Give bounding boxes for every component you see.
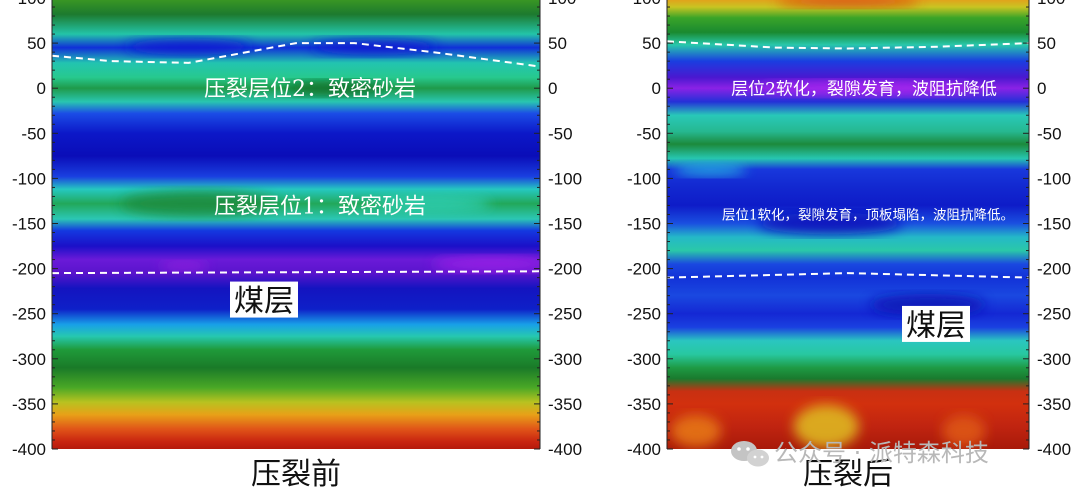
wechat-icon bbox=[731, 441, 769, 467]
left-tick-label: -100 bbox=[12, 169, 46, 188]
panel-title: 压裂后 bbox=[803, 457, 893, 492]
left-tick-label: 100 bbox=[18, 0, 46, 8]
dashed-upper-boundary bbox=[52, 42, 540, 68]
left-tick-label: 0 bbox=[37, 79, 46, 98]
right-tick-label: 0 bbox=[1037, 79, 1046, 98]
right-tick-label: -200 bbox=[548, 260, 582, 279]
left-tick-label: -50 bbox=[636, 124, 661, 143]
left-tick-label: -250 bbox=[12, 305, 46, 324]
dashed-upper-boundary bbox=[667, 40, 1029, 50]
heatmap-background bbox=[52, 0, 540, 449]
right-tick-label: 0 bbox=[548, 79, 557, 98]
left-tick-label: -150 bbox=[12, 215, 46, 234]
dashed-lower-boundary bbox=[667, 272, 1029, 279]
coal-purple-right bbox=[432, 256, 540, 272]
right-tick-label: 50 bbox=[1037, 34, 1056, 53]
layer-annotation: 压裂层位1：致密砂岩 bbox=[214, 194, 426, 219]
left-tick-label: -100 bbox=[627, 169, 661, 188]
left-tick-label: -350 bbox=[12, 395, 46, 414]
right-tick-label: -250 bbox=[1037, 305, 1071, 324]
left-tick-label: -300 bbox=[627, 350, 661, 369]
left-tick-label: -200 bbox=[12, 260, 46, 279]
layer-annotation: 层位1软化，裂隙发育，顶板塌陷，波阻抗降低。 bbox=[722, 207, 1014, 223]
layer2-purple bbox=[757, 80, 975, 96]
right-tick-label: -350 bbox=[1037, 395, 1071, 414]
left-tick-label: -250 bbox=[627, 305, 661, 324]
watermark-text: 公众号 · 派特森科技 bbox=[774, 439, 989, 467]
layer1-blue-lens bbox=[757, 212, 903, 235]
right-tick-label: -300 bbox=[548, 350, 582, 369]
top-orange-lens bbox=[775, 0, 921, 8]
right-tick-label: -150 bbox=[548, 215, 582, 234]
right-tick-label: -400 bbox=[1037, 440, 1071, 459]
left-tick-label: -400 bbox=[12, 440, 46, 459]
panel-before-fracturing: 100 100 50 50 0 0 -50 -50 -100 -100 -150 -150 -200 -2… bbox=[12, 0, 582, 492]
layer-annotation: 压裂层位2：致密砂岩 bbox=[204, 77, 416, 102]
right-tick-label: -300 bbox=[1037, 350, 1071, 369]
right-tick-label: 50 bbox=[548, 34, 567, 53]
left-tick-label: -400 bbox=[627, 440, 661, 459]
right-tick-label: 100 bbox=[548, 0, 576, 8]
layer1-cyan-right bbox=[374, 194, 492, 213]
right-tick-label: 100 bbox=[1037, 0, 1065, 8]
upper-blue-lens-2 bbox=[310, 38, 438, 55]
upper-blue-lens-1 bbox=[125, 38, 253, 55]
right-tick-label: -50 bbox=[548, 124, 573, 143]
left-tick-label: 50 bbox=[642, 34, 661, 53]
coal-purple-left bbox=[159, 261, 209, 271]
left-tick-label: -50 bbox=[21, 124, 46, 143]
right-tick-label: -250 bbox=[548, 305, 582, 324]
heatmap-plot-area bbox=[667, 0, 1029, 449]
panel-title: 压裂前 bbox=[251, 457, 341, 492]
layer-annotation: 层位2软化，裂隙发育，波阻抗降低 bbox=[731, 79, 997, 99]
bottom-yellow-dome bbox=[793, 404, 859, 449]
watermark: 公众号 · 派特森科技 bbox=[731, 439, 989, 467]
right-tick-label: -100 bbox=[548, 169, 582, 188]
layer2-dark-core bbox=[286, 80, 384, 96]
left-tick-label: -200 bbox=[627, 260, 661, 279]
coal-seam-label: 煤层 bbox=[906, 308, 966, 343]
right-tick-label: -150 bbox=[1037, 215, 1071, 234]
dashed-lower-boundary bbox=[52, 270, 540, 275]
left-tick-label: -150 bbox=[627, 215, 661, 234]
panel-axes: 100 100 50 50 0 0 -50 -50 -100 -100 -150 -150 -200 -2… bbox=[12, 0, 582, 459]
right-tick-label: -200 bbox=[1037, 260, 1071, 279]
bottom-orange-left bbox=[670, 414, 722, 448]
bottom-orange-right bbox=[942, 414, 986, 448]
layer1-green-core bbox=[120, 191, 277, 217]
panel-axes: 100 100 50 50 0 0 -50 -50 -100 -100 -150 -150 -200 -2… bbox=[627, 0, 1071, 459]
coal-seam-label-box bbox=[230, 281, 298, 318]
coal-seam-label-box bbox=[902, 305, 970, 342]
right-tick-label: -350 bbox=[548, 395, 582, 414]
right-tick-label: -100 bbox=[1037, 169, 1071, 188]
left-tick-label: 50 bbox=[27, 34, 46, 53]
layer1-cyan-left bbox=[674, 163, 747, 176]
left-tick-label: 100 bbox=[633, 0, 661, 8]
right-tick-label: -400 bbox=[548, 440, 582, 459]
left-tick-label: 0 bbox=[652, 79, 661, 98]
coal-seam-label: 煤层 bbox=[234, 284, 294, 319]
panel-after-fracturing: 100 100 50 50 0 0 -50 -50 -100 -100 -150 -150 -200 -2… bbox=[627, 0, 1071, 492]
left-tick-label: -300 bbox=[12, 350, 46, 369]
right-tick-label: -50 bbox=[1037, 124, 1062, 143]
left-tick-label: -350 bbox=[627, 395, 661, 414]
heatmap-plot-area bbox=[52, 0, 540, 449]
